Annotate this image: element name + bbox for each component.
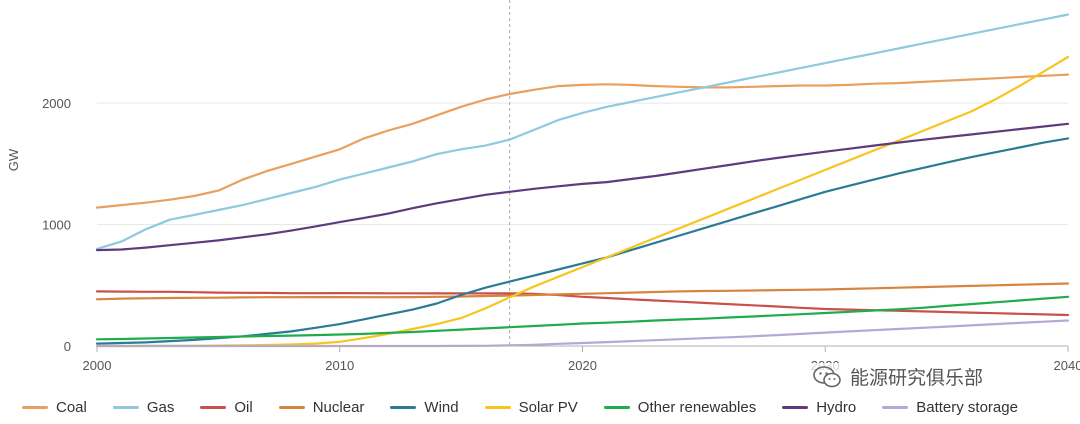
series-line-solar-pv bbox=[95, 55, 1070, 348]
legend-item: Hydro bbox=[782, 399, 856, 416]
legend-label: Wind bbox=[424, 399, 459, 416]
legend-swatch bbox=[22, 406, 48, 409]
legend-label: Hydro bbox=[816, 399, 857, 416]
wechat-icon bbox=[813, 365, 841, 387]
gridlines bbox=[97, 102, 1068, 226]
legend-item: Wind bbox=[390, 399, 459, 416]
y-tick-label: 2000 bbox=[42, 96, 71, 111]
legend-label: Coal bbox=[56, 399, 87, 416]
legend-label: Solar PV bbox=[518, 399, 578, 416]
legend-item: Nuclear bbox=[278, 399, 365, 416]
legend-label: Battery storage bbox=[916, 399, 1018, 416]
legend-swatch bbox=[390, 406, 417, 409]
x-tick-label: 2040 bbox=[1054, 358, 1080, 373]
legend: Coal Gas Oil Nuclear Wind Solar PV Other renew… bbox=[22, 399, 1044, 416]
legend-label: Nuclear bbox=[312, 399, 365, 416]
watermark-text: 能源研究俱乐部 bbox=[850, 368, 984, 389]
legend-swatch bbox=[278, 406, 305, 409]
x-tick-label: 2020 bbox=[568, 358, 597, 373]
series-line-coal bbox=[95, 73, 1070, 209]
series-line-wind bbox=[95, 137, 1070, 345]
legend-item: Other renewables bbox=[603, 399, 757, 416]
series-line-gas bbox=[95, 13, 1070, 250]
legend-item: Solar PV bbox=[484, 399, 578, 416]
y-axis-label: GW bbox=[6, 148, 21, 171]
legend-swatch bbox=[782, 406, 809, 409]
series-line-other-renewables bbox=[95, 295, 1070, 341]
legend-label: Other renewables bbox=[637, 399, 757, 416]
legend-swatch bbox=[603, 406, 630, 409]
legend-swatch bbox=[112, 406, 139, 409]
y-axis: 0 1000 2000 bbox=[42, 96, 71, 354]
legend-item: Oil bbox=[200, 399, 253, 416]
watermark: 能源研究俱乐部 bbox=[808, 363, 988, 390]
legend-item: Coal bbox=[22, 399, 87, 416]
x-tick-label: 2010 bbox=[325, 358, 354, 373]
x-tick-label: 2000 bbox=[83, 358, 112, 373]
series-line-oil bbox=[95, 290, 1070, 317]
y-tick-label: 1000 bbox=[42, 218, 71, 233]
y-tick-label: 0 bbox=[64, 339, 71, 354]
series-line-hydro bbox=[95, 122, 1070, 252]
series-line-nuclear bbox=[95, 282, 1070, 301]
legend-swatch bbox=[484, 406, 511, 409]
legend-swatch bbox=[882, 406, 909, 409]
legend-swatch bbox=[200, 406, 227, 409]
legend-item: Battery storage bbox=[882, 399, 1018, 416]
legend-label: Oil bbox=[234, 399, 253, 416]
legend-item: Gas bbox=[112, 399, 175, 416]
series-lines bbox=[95, 13, 1070, 348]
legend-label: Gas bbox=[146, 399, 175, 416]
